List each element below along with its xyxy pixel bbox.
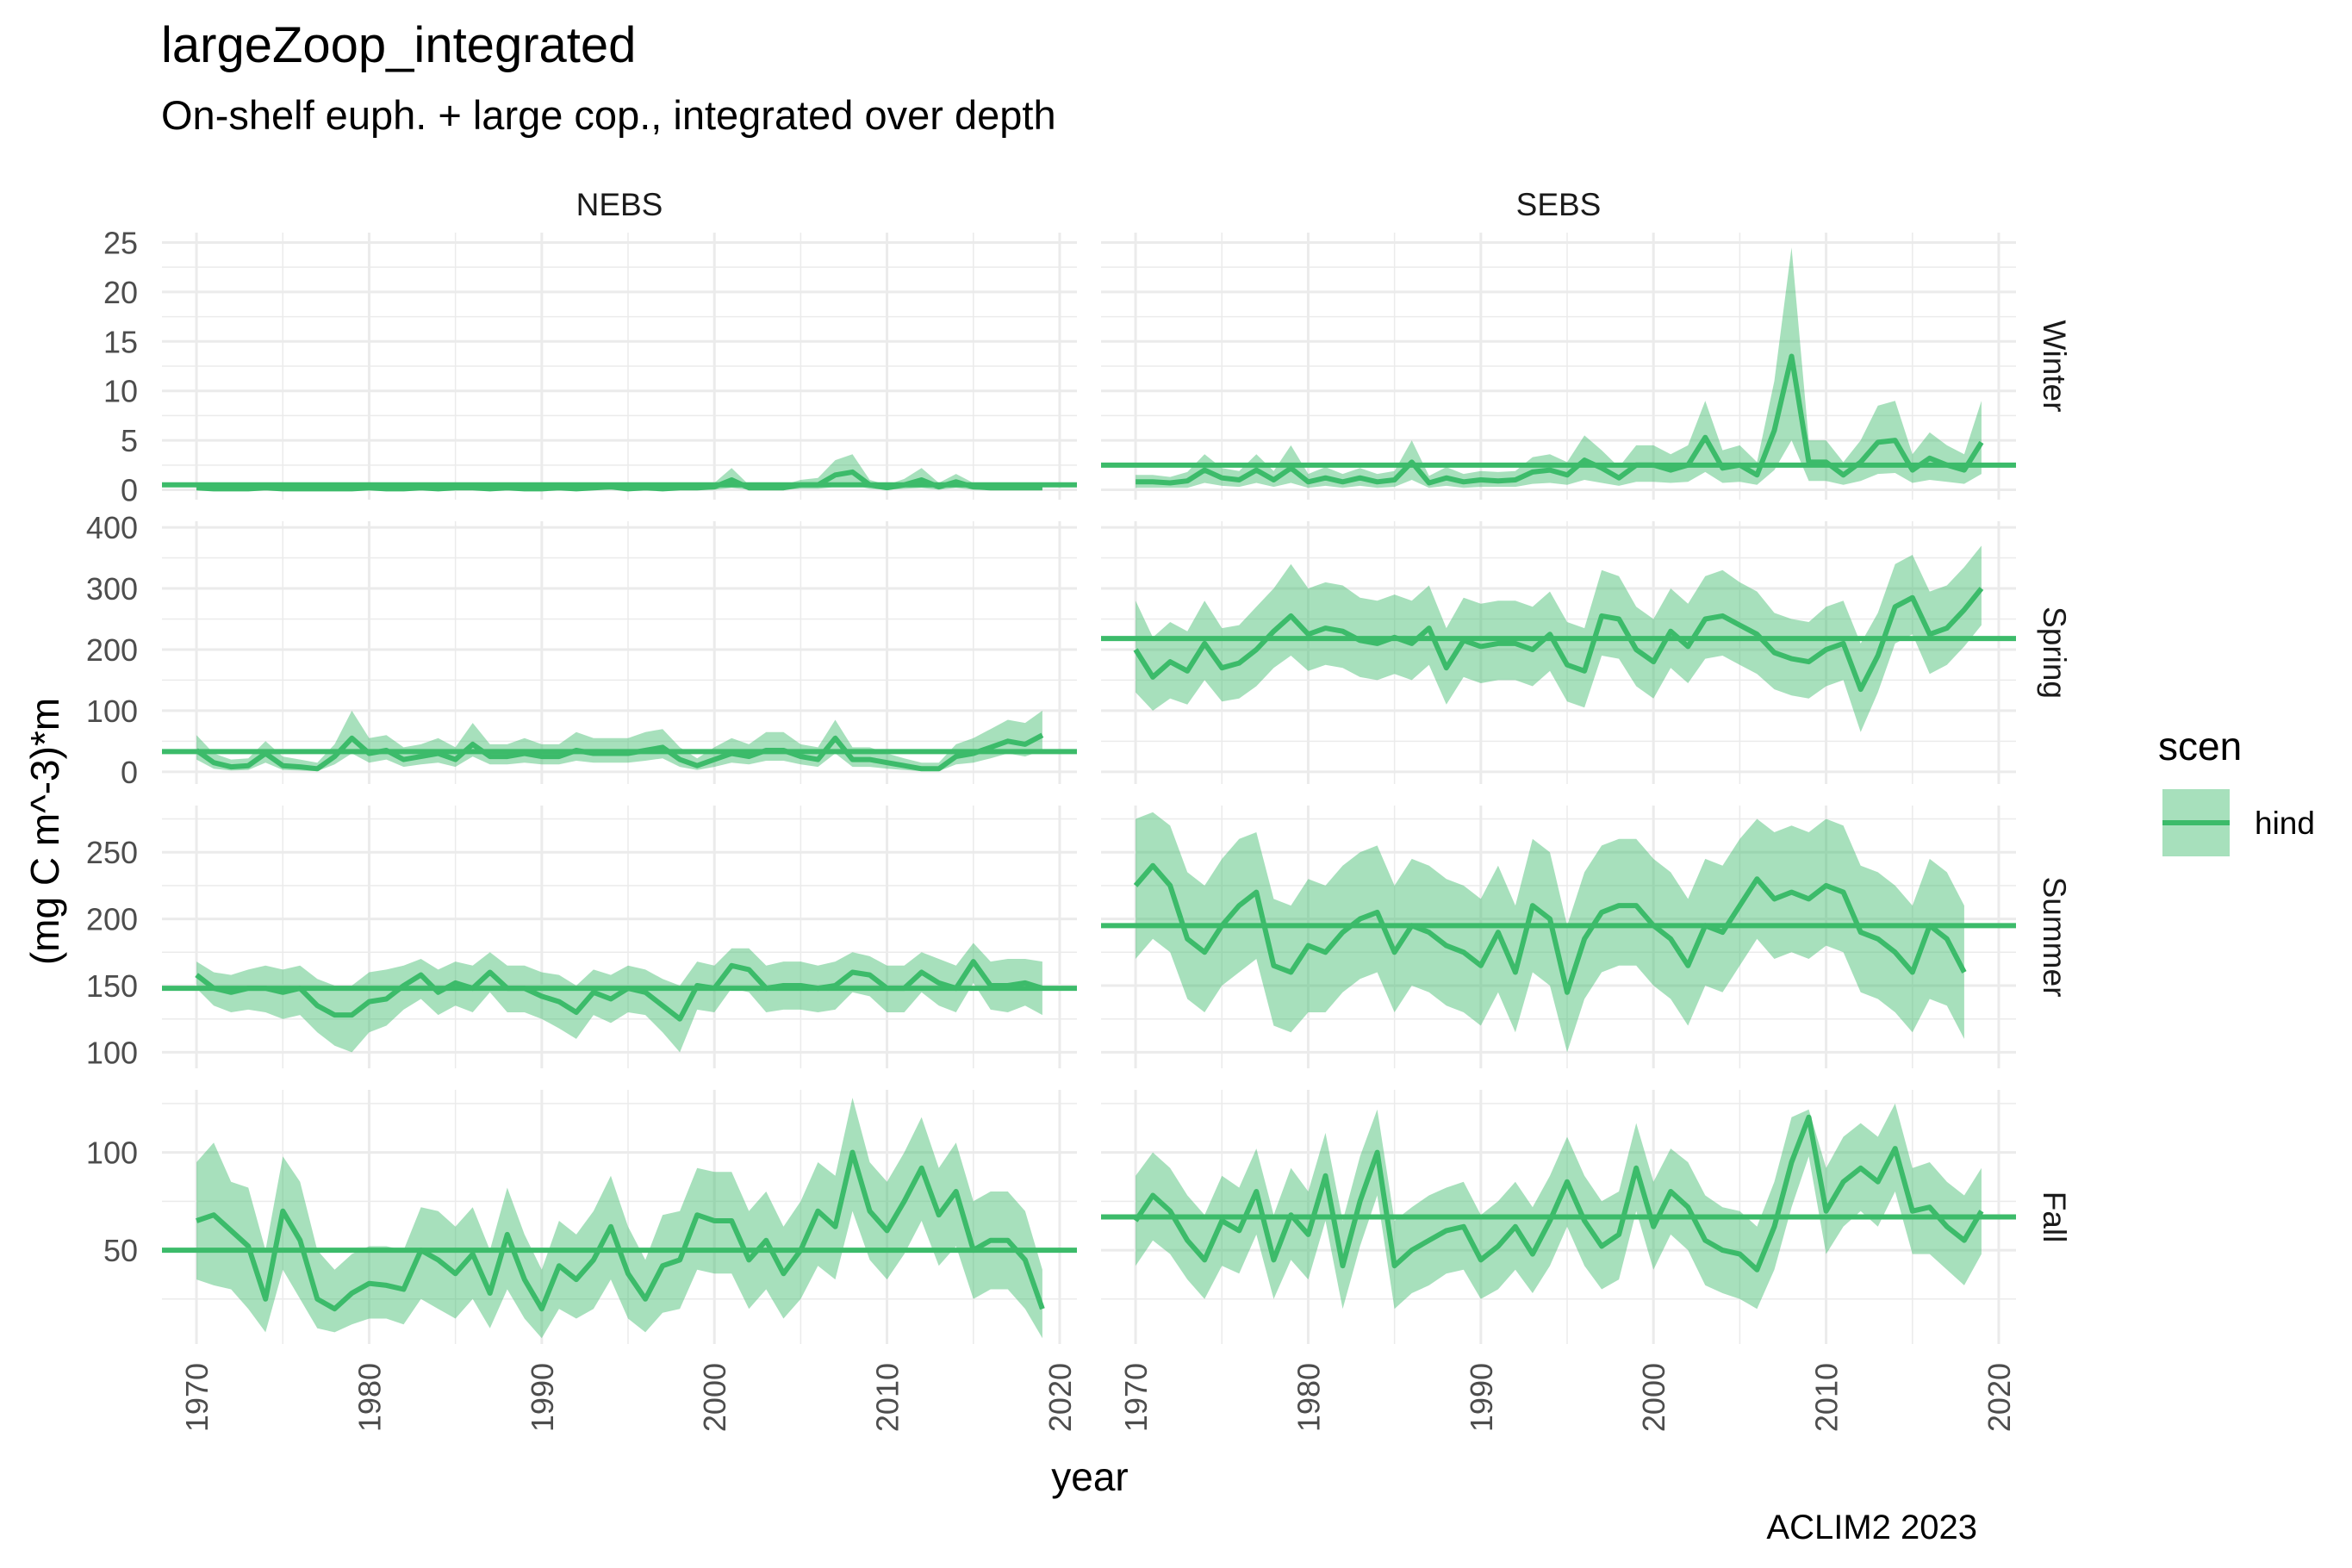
chart-caption: ACLIM2 2023 <box>1766 1509 1977 1546</box>
panel-nebs-winter <box>162 233 1077 500</box>
series-line-sebs-spring <box>1133 587 1984 693</box>
series-line-sebs-winter <box>1136 353 1984 486</box>
strip-label-spring: Spring <box>2037 607 2072 699</box>
series-line-sebs-summer <box>1133 862 1967 995</box>
x-axis-title: year <box>1051 1454 1128 1499</box>
panel-sebs-summer <box>1101 806 2016 1068</box>
panel-nebs-fall <box>162 1090 1077 1344</box>
x-tick-label: 2010 <box>870 1363 905 1432</box>
ribbon-nebs-winter <box>196 454 1042 490</box>
y-tick-label: 0 <box>121 755 138 790</box>
series-line-nebs-summer <box>195 959 1043 1022</box>
y-tick-label: 0 <box>121 473 138 508</box>
x-tick-label: 1980 <box>1291 1363 1326 1432</box>
x-tick-label: 1980 <box>352 1363 387 1432</box>
series-line-sebs-fall <box>1133 1114 1984 1272</box>
axes-layer: 0510152025010020030040010015020025050100… <box>86 225 2017 1432</box>
y-tick-label: 5 <box>121 423 138 458</box>
x-tick-label: 2010 <box>1809 1363 1845 1432</box>
series-line-nebs-winter <box>196 469 1042 492</box>
y-tick-label: 300 <box>86 571 138 607</box>
y-tick-label: 200 <box>86 902 138 937</box>
panel-nebs-summer <box>162 806 1077 1068</box>
x-tick-label: 1990 <box>525 1363 560 1432</box>
strips-layer: NEBS SEBS Winter Spring Summer Fall <box>576 187 2072 1242</box>
y-tick-label: 150 <box>86 968 138 1004</box>
x-tick-label: 2020 <box>1982 1363 2017 1432</box>
strip-label-fall: Fall <box>2037 1192 2072 1243</box>
legend: scen hind <box>2158 724 2315 856</box>
y-tick-label: 100 <box>86 694 138 729</box>
ribbon-nebs-spring <box>196 710 1042 772</box>
y-tick-label: 250 <box>86 835 138 870</box>
strip-label-winter: Winter <box>2037 320 2072 413</box>
x-tick-label: 2000 <box>1636 1363 1671 1432</box>
y-tick-label: 50 <box>103 1233 138 1268</box>
y-axis-title: (mg C m^-3)*m <box>22 698 67 965</box>
y-tick-label: 10 <box>103 374 138 409</box>
panel-sebs-spring <box>1101 521 2016 784</box>
series-line-nebs-fall <box>196 1149 1045 1312</box>
x-tick-label: 2020 <box>1042 1363 1078 1432</box>
y-tick-label: 100 <box>86 1035 138 1070</box>
y-tick-label: 100 <box>86 1136 138 1171</box>
x-tick-label: 2000 <box>697 1363 732 1432</box>
strip-label-nebs: NEBS <box>576 187 663 222</box>
panel-sebs-winter <box>1101 233 2016 500</box>
y-tick-label: 15 <box>103 324 138 359</box>
ribbon-sebs-summer <box>1136 812 1964 1053</box>
panel-sebs-fall <box>1101 1090 2016 1344</box>
legend-title: scen <box>2158 724 2242 768</box>
chart-title: largeZoop_integrated <box>161 17 637 73</box>
chart-subtitle: On-shelf euph. + large cop., integrated … <box>161 92 1056 138</box>
y-tick-label: 20 <box>103 275 138 310</box>
ribbon-nebs-summer <box>196 943 1042 1053</box>
ribbon-sebs-winter <box>1136 247 1982 488</box>
panels-layer <box>162 233 2016 1344</box>
x-tick-label: 1990 <box>1464 1363 1499 1432</box>
panel-nebs-spring <box>162 521 1077 784</box>
x-tick-label: 1970 <box>1118 1363 1154 1432</box>
strip-label-summer: Summer <box>2037 877 2072 998</box>
legend-label-hind: hind <box>2255 806 2315 841</box>
x-tick-label: 1970 <box>179 1363 215 1432</box>
y-tick-label: 200 <box>86 632 138 668</box>
y-tick-label: 400 <box>86 510 138 545</box>
y-tick-label: 25 <box>103 225 138 260</box>
series-line-nebs-spring <box>195 732 1044 772</box>
strip-label-sebs: SEBS <box>1516 187 1602 222</box>
